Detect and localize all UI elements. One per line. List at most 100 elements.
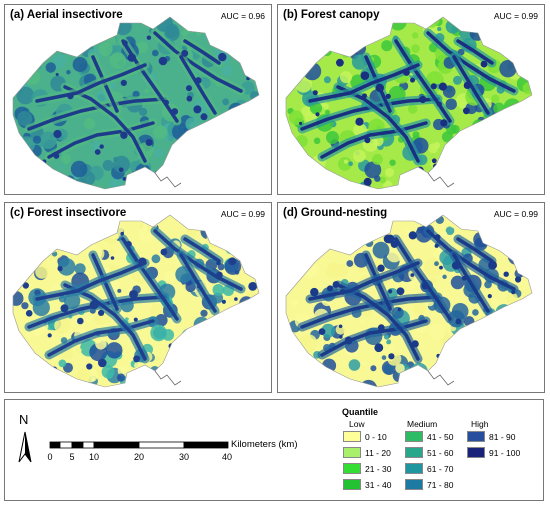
- suitability-patch: [17, 180, 29, 189]
- suitability-patch: [335, 324, 346, 335]
- scale-tick: 10: [88, 452, 100, 462]
- suitability-patch: [250, 43, 258, 51]
- suitability-patch: [101, 365, 115, 379]
- suitability-hotspot: [315, 112, 320, 117]
- auc-label: AUC = 0.96: [220, 11, 265, 21]
- scale-segment: [71, 441, 84, 449]
- suitability-patch: [64, 175, 75, 186]
- suitability-hotspot: [216, 271, 223, 279]
- suitability-hotspot: [110, 256, 115, 260]
- suitability-patch: [450, 275, 465, 290]
- suitability-patch: [144, 179, 151, 187]
- suitability-patch: [485, 156, 490, 161]
- suitability-hotspot: [228, 257, 237, 266]
- suitability-patch: [442, 274, 447, 279]
- legend-swatch: [467, 431, 485, 442]
- suitability-patch: [230, 343, 238, 351]
- suitability-patch: [449, 220, 458, 228]
- suitability-patch: [461, 177, 466, 182]
- suitability-patch: [228, 322, 242, 337]
- high-suitability-corridor: [27, 97, 167, 131]
- shoreline-detail: [154, 172, 182, 188]
- suitability-patch: [18, 364, 30, 377]
- suitability-patch: [205, 348, 218, 361]
- suitability-hotspot: [431, 158, 437, 164]
- suitability-patch: [469, 358, 477, 365]
- suitability-patch: [171, 347, 179, 355]
- suitability-patch: [378, 220, 391, 233]
- suitability-patch: [514, 141, 527, 153]
- suitability-patch: [522, 178, 530, 186]
- suitability-patch: [232, 38, 242, 48]
- suitability-patch: [15, 365, 23, 373]
- suitability-hotspot: [385, 93, 391, 99]
- suitability-patch: [248, 38, 256, 46]
- suitability-patch: [17, 383, 29, 387]
- scale-tick: 30: [178, 452, 190, 462]
- suitability-patch: [229, 32, 237, 40]
- suitability-patch: [286, 375, 292, 381]
- suitability-hotspot: [355, 117, 364, 126]
- suitability-patch: [109, 177, 122, 189]
- suitability-patch: [134, 362, 140, 369]
- suitability-hotspot: [339, 335, 343, 339]
- suitability-patch: [323, 103, 329, 110]
- suitability-patch: [17, 358, 32, 373]
- suitability-patch: [195, 326, 202, 333]
- suitability-patch: [13, 351, 22, 364]
- suitability-patch: [197, 139, 204, 146]
- suitability-hotspot: [89, 300, 99, 310]
- suitability-hotspot: [200, 113, 208, 121]
- suitability-hotspot: [511, 176, 519, 183]
- suitability-patch: [200, 309, 208, 317]
- suitability-patch: [493, 102, 505, 115]
- suitability-patch: [299, 255, 309, 265]
- legend-label: 0 - 10: [365, 432, 387, 442]
- suitability-patch: [346, 260, 354, 267]
- suitability-hotspot: [488, 260, 497, 270]
- suitability-hotspot: [378, 324, 385, 331]
- suitability-patch: [522, 331, 532, 347]
- map-panel-forest-insectivore: (c) Forest insectivore AUC = 0.99: [4, 202, 272, 393]
- suitability-hotspot: [461, 275, 467, 281]
- legend-label: 41 - 50: [427, 432, 454, 442]
- high-suitability-corridor: [183, 237, 221, 263]
- suitability-patch: [428, 323, 446, 341]
- suitability-patch: [501, 333, 508, 339]
- suitability-patch: [198, 332, 209, 343]
- high-suitability-corridor: [426, 229, 516, 291]
- high-suitability-corridor: [456, 237, 494, 263]
- suitability-patch: [334, 19, 353, 37]
- suitability-patch: [309, 102, 323, 115]
- suitability-patch: [222, 98, 230, 106]
- suitability-hotspot: [413, 296, 418, 301]
- suitability-patch: [522, 82, 532, 95]
- suitability-patch: [436, 163, 441, 169]
- suitability-patch: [327, 26, 337, 37]
- suitability-patch: [218, 23, 228, 33]
- suitability-patch: [495, 21, 501, 28]
- suitability-patch: [459, 168, 476, 184]
- suitability-patch: [326, 131, 339, 144]
- suitability-hotspot: [99, 144, 104, 149]
- suitability-hotspot: [94, 149, 101, 155]
- suitability-patch: [25, 354, 39, 369]
- suitability-patch: [502, 47, 508, 53]
- suitability-patch: [383, 364, 394, 375]
- suitability-patch: [491, 297, 500, 306]
- suitability-patch: [362, 360, 368, 366]
- suitability-patch: [195, 143, 206, 154]
- suitability-hotspot: [120, 231, 124, 236]
- suitability-hotspot: [221, 299, 226, 304]
- suitability-patch: [247, 145, 259, 163]
- suitability-patch: [495, 304, 513, 321]
- suitability-patch: [370, 26, 376, 32]
- high-suitability-corridor: [394, 237, 452, 321]
- suitability-patch: [393, 281, 399, 287]
- suitability-hotspot: [205, 360, 211, 366]
- suitability-hotspot: [145, 139, 153, 146]
- panel-title: (a) Aerial insectivore: [10, 9, 123, 21]
- suitability-patch: [471, 183, 485, 189]
- panel-title: (b) Forest canopy: [283, 9, 380, 21]
- suitability-patch: [383, 334, 390, 340]
